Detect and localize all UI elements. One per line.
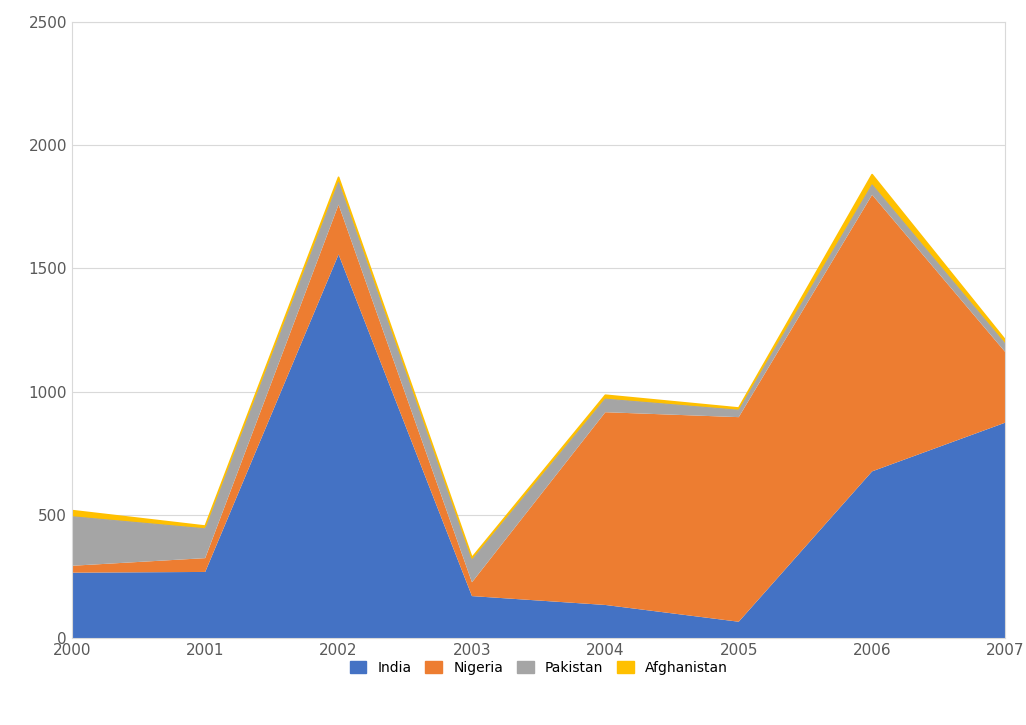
Legend: India, Nigeria, Pakistan, Afghanistan: India, Nigeria, Pakistan, Afghanistan xyxy=(344,655,734,680)
